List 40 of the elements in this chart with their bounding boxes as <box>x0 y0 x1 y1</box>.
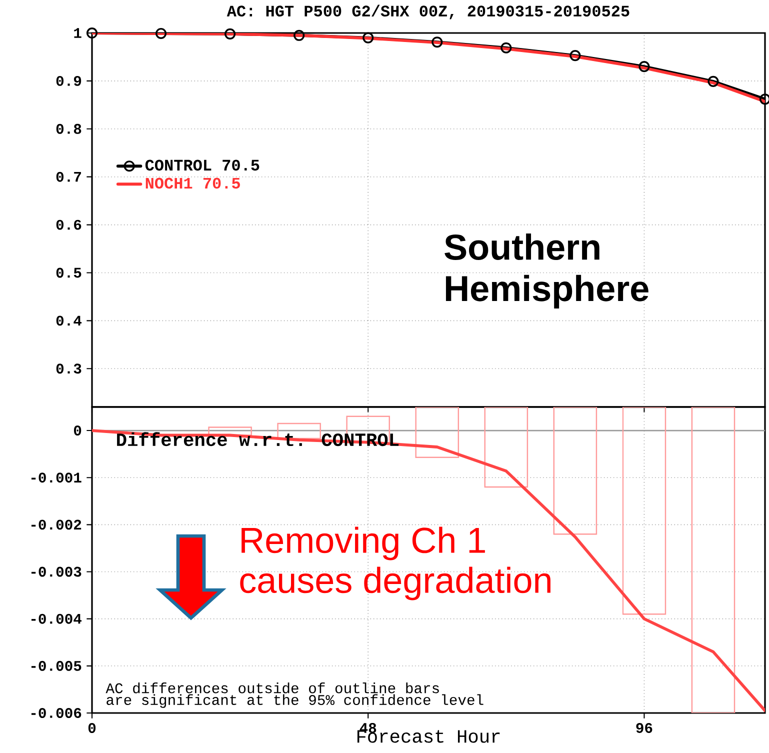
point <box>759 94 769 105</box>
y-tick-label: -0.005 <box>31 660 82 671</box>
chart-title: AC: HGT P500 G2/SHX 00Z, 20190315-20190525 <box>226 4 630 20</box>
y-tick-label: 0.3 <box>56 364 82 374</box>
bar <box>484 406 528 488</box>
y-tick-label: -0.004 <box>31 614 82 624</box>
point <box>155 28 167 40</box>
y-tick-label: 0.5 <box>56 268 82 278</box>
point <box>638 61 650 72</box>
bar <box>691 406 736 713</box>
bar <box>415 406 460 458</box>
legend-label: CONTROL 70.5 <box>145 160 260 171</box>
legend-label: NOCH1 70.5 <box>146 178 240 189</box>
point <box>500 42 512 54</box>
y-tick-label: 0.4 <box>56 316 82 326</box>
annotation: are significant at the 95% confidence level <box>106 694 484 708</box>
bar <box>622 406 666 615</box>
annotation: Southern Hemisphere <box>444 234 648 308</box>
y-tick-label: 1 <box>74 28 82 38</box>
bar <box>553 406 598 535</box>
point <box>86 27 98 39</box>
y-tick-label: -0.006 <box>31 708 82 718</box>
y-tick-label: -0.003 <box>31 566 82 577</box>
y-tick-label: 0.8 <box>56 124 82 134</box>
point <box>362 32 374 44</box>
point <box>294 30 305 41</box>
y-tick-label: -0.001 <box>31 472 82 483</box>
y-tick-label: 0.7 <box>56 172 81 182</box>
y-tick-label: 0.6 <box>56 220 82 230</box>
x-tick-label: 0 <box>88 723 96 733</box>
point <box>570 50 581 62</box>
annotation: Removing Ch 1 causes degradation <box>240 526 550 600</box>
y-tick-label: -0.002 <box>31 520 82 530</box>
y-tick-label: 0 <box>74 426 82 436</box>
y-tick-label: 0.9 <box>56 76 82 86</box>
point <box>432 36 443 48</box>
annotation: AC differences outside of outline bars <box>106 682 439 694</box>
point <box>224 28 236 40</box>
point <box>708 76 719 87</box>
x-tick-label: 96 <box>636 723 652 733</box>
